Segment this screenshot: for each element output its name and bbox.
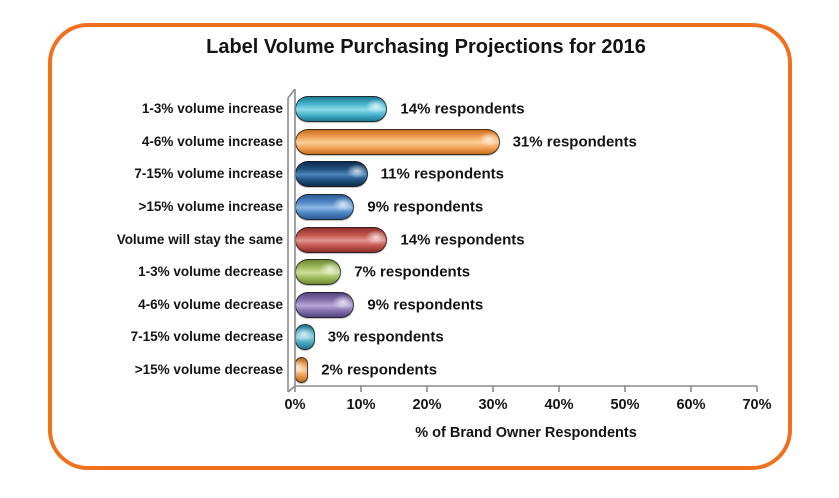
bar-rows-container: 1-3% volume increase 14% respondents 4-6% …	[55, 93, 795, 386]
x-tick-label: 10%	[346, 397, 376, 413]
category-label: 1-3% volume increase	[141, 101, 283, 117]
chart-title: Label Volume Purchasing Projections for …	[206, 36, 646, 58]
x-tick-label: 70%	[742, 397, 772, 413]
bar-orange2	[295, 357, 309, 384]
bar-value-label: 9% respondents	[367, 198, 484, 216]
category-label: >15% volume increase	[138, 198, 283, 214]
bar-track: 9% respondents	[295, 194, 795, 221]
x-tick-label: 0%	[284, 397, 306, 413]
bar-row: 4-6% volume decrease 9% respondents	[55, 289, 795, 322]
bar-value-label: 14% respondents	[400, 100, 525, 118]
bar-value-label: 31% respondents	[512, 133, 637, 151]
category-label: 4-6% volume decrease	[138, 296, 283, 312]
bar-track: 14% respondents	[295, 226, 795, 253]
category-label: 1-3% volume decrease	[138, 264, 283, 280]
category-label: 7-15% volume decrease	[130, 329, 283, 345]
bar-value-label: 3% respondents	[327, 328, 444, 346]
bar-row: 7-15% volume decrease 3% respondents	[55, 321, 795, 354]
x-axis-title: % of Brand Owner Respondents	[415, 425, 637, 441]
bar-track: 7% respondents	[295, 259, 795, 286]
bar-value-label: 14% respondents	[400, 231, 525, 249]
x-tick-label: 50%	[610, 397, 640, 413]
bar-green	[295, 259, 342, 286]
bar-turquoise	[295, 96, 388, 123]
bar-value-label: 7% respondents	[354, 263, 471, 281]
category-label: >15% volume decrease	[134, 361, 283, 377]
bar-track: 11% respondents	[295, 161, 795, 188]
bar-row: >15% volume increase 9% respondents	[55, 191, 795, 224]
bar-track: 14% respondents	[295, 96, 795, 123]
bar-red	[295, 226, 388, 253]
bar-value-label: 9% respondents	[367, 296, 484, 314]
bar-track: 3% respondents	[295, 324, 795, 351]
bar-orange	[295, 128, 500, 155]
x-tick-label: 40%	[544, 397, 574, 413]
bar-track: 2% respondents	[295, 357, 795, 384]
bar-blue	[295, 194, 355, 221]
bar-teal	[295, 324, 315, 351]
bar-row: 1-3% volume decrease 7% respondents	[55, 256, 795, 289]
chart-border-frame	[48, 23, 792, 470]
bar-row: Volume will stay the same 14% respondents	[55, 223, 795, 256]
category-label: Volume will stay the same	[116, 231, 283, 247]
bar-track: 9% respondents	[295, 291, 795, 318]
x-tick-label: 30%	[478, 397, 508, 413]
bar-row: >15% volume decrease 2% respondents	[55, 354, 795, 387]
category-label: 4-6% volume increase	[141, 133, 283, 149]
bar-row: 4-6% volume increase 31% respondents	[55, 126, 795, 159]
bar-row: 1-3% volume increase 14% respondents	[55, 93, 795, 126]
bar-row: 7-15% volume increase 11% respondents	[55, 158, 795, 191]
x-tick-label: 20%	[412, 397, 442, 413]
bar-purple	[295, 291, 355, 318]
bar-value-label: 11% respondents	[380, 165, 504, 183]
bar-navy	[295, 161, 368, 188]
bar-track: 31% respondents	[295, 128, 795, 155]
category-label: 7-15% volume increase	[134, 166, 283, 182]
x-tick-label: 60%	[676, 397, 706, 413]
bar-value-label: 2% respondents	[321, 361, 438, 379]
